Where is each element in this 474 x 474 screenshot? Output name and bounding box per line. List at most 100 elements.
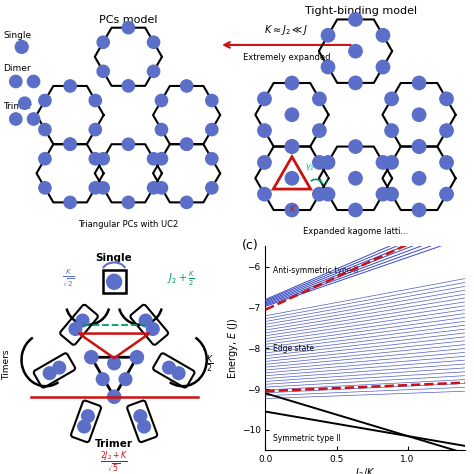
Circle shape bbox=[69, 323, 82, 336]
Circle shape bbox=[155, 123, 168, 136]
Text: Extremely expanded: Extremely expanded bbox=[243, 53, 330, 62]
Circle shape bbox=[138, 420, 150, 433]
Circle shape bbox=[108, 390, 121, 403]
Circle shape bbox=[206, 182, 218, 194]
FancyBboxPatch shape bbox=[130, 305, 168, 345]
FancyBboxPatch shape bbox=[153, 353, 194, 388]
Circle shape bbox=[97, 153, 109, 165]
FancyBboxPatch shape bbox=[103, 270, 126, 293]
Text: $J$: $J$ bbox=[324, 174, 329, 187]
Circle shape bbox=[27, 75, 40, 88]
Circle shape bbox=[349, 172, 362, 185]
Circle shape bbox=[122, 80, 135, 92]
Circle shape bbox=[9, 113, 22, 125]
Circle shape bbox=[258, 124, 271, 137]
Circle shape bbox=[96, 373, 109, 385]
Circle shape bbox=[385, 188, 398, 201]
Text: Anti-symmetric type II: Anti-symmetric type II bbox=[273, 266, 358, 275]
Circle shape bbox=[9, 75, 22, 88]
Text: $\frac{K}{\sqrt{2}}$: $\frac{K}{\sqrt{2}}$ bbox=[62, 268, 75, 290]
Circle shape bbox=[412, 203, 426, 217]
Text: $\gamma_2$: $\gamma_2$ bbox=[305, 162, 314, 173]
Circle shape bbox=[206, 153, 218, 165]
Circle shape bbox=[440, 92, 453, 106]
Text: $J_2+\frac{K}{2}$: $J_2+\frac{K}{2}$ bbox=[167, 270, 195, 288]
Circle shape bbox=[285, 140, 299, 153]
Circle shape bbox=[313, 188, 326, 201]
Circle shape bbox=[285, 140, 299, 153]
Circle shape bbox=[181, 196, 193, 209]
Circle shape bbox=[97, 182, 109, 194]
Text: Edge state: Edge state bbox=[273, 344, 314, 353]
Circle shape bbox=[89, 153, 101, 165]
Circle shape bbox=[376, 60, 390, 74]
FancyBboxPatch shape bbox=[34, 353, 75, 388]
Circle shape bbox=[258, 92, 271, 106]
Circle shape bbox=[181, 138, 193, 150]
Circle shape bbox=[285, 76, 299, 90]
Circle shape bbox=[349, 45, 362, 58]
Circle shape bbox=[39, 94, 51, 107]
Text: PCs model: PCs model bbox=[99, 15, 158, 25]
Text: $\frac{2J_2+K}{\sqrt{5}}$: $\frac{2J_2+K}{\sqrt{5}}$ bbox=[100, 449, 128, 474]
Circle shape bbox=[76, 314, 89, 327]
Circle shape bbox=[155, 94, 168, 107]
Circle shape bbox=[147, 36, 160, 48]
Circle shape bbox=[321, 28, 335, 42]
Text: (c): (c) bbox=[242, 239, 258, 252]
Circle shape bbox=[321, 60, 335, 74]
Circle shape bbox=[107, 274, 121, 289]
Circle shape bbox=[349, 76, 362, 90]
Y-axis label: Energy, $E$ (J): Energy, $E$ (J) bbox=[226, 318, 240, 379]
Circle shape bbox=[412, 172, 426, 185]
Circle shape bbox=[376, 156, 390, 169]
Circle shape bbox=[440, 188, 453, 201]
Circle shape bbox=[376, 28, 390, 42]
X-axis label: $J_2/K$: $J_2/K$ bbox=[354, 465, 376, 474]
Circle shape bbox=[97, 65, 109, 77]
Text: Dimer: Dimer bbox=[3, 64, 31, 73]
Circle shape bbox=[64, 196, 76, 209]
Circle shape bbox=[181, 138, 193, 150]
Circle shape bbox=[85, 351, 98, 364]
Circle shape bbox=[64, 138, 76, 150]
Circle shape bbox=[139, 314, 152, 327]
Circle shape bbox=[122, 196, 135, 209]
FancyBboxPatch shape bbox=[71, 401, 101, 442]
Text: Single: Single bbox=[3, 30, 31, 39]
Circle shape bbox=[376, 188, 390, 201]
Circle shape bbox=[43, 367, 56, 380]
Text: $\frac{K}{2}$: $\frac{K}{2}$ bbox=[206, 354, 214, 375]
Circle shape bbox=[313, 156, 326, 169]
Circle shape bbox=[89, 123, 101, 136]
Circle shape bbox=[89, 94, 101, 107]
Circle shape bbox=[119, 373, 132, 385]
Circle shape bbox=[349, 203, 362, 217]
Circle shape bbox=[147, 65, 160, 77]
Circle shape bbox=[258, 156, 271, 169]
Circle shape bbox=[89, 182, 101, 194]
Circle shape bbox=[172, 367, 185, 380]
Circle shape bbox=[321, 156, 335, 169]
Circle shape bbox=[349, 13, 362, 26]
Circle shape bbox=[313, 124, 326, 137]
Text: $K$: $K$ bbox=[289, 203, 297, 214]
Text: Trimer: Trimer bbox=[3, 101, 31, 110]
Circle shape bbox=[155, 182, 168, 194]
Circle shape bbox=[108, 357, 120, 370]
Circle shape bbox=[78, 420, 91, 433]
Circle shape bbox=[147, 153, 160, 165]
Circle shape bbox=[258, 188, 271, 201]
Circle shape bbox=[134, 410, 146, 422]
Text: Single: Single bbox=[96, 253, 133, 264]
Circle shape bbox=[147, 182, 160, 194]
Circle shape bbox=[53, 361, 65, 374]
Circle shape bbox=[97, 36, 109, 48]
Circle shape bbox=[18, 97, 31, 109]
Circle shape bbox=[412, 140, 426, 153]
FancyBboxPatch shape bbox=[60, 305, 98, 345]
Text: Symmetric type II: Symmetric type II bbox=[273, 434, 340, 443]
Circle shape bbox=[313, 92, 326, 106]
Circle shape bbox=[64, 80, 76, 92]
Circle shape bbox=[130, 351, 144, 364]
